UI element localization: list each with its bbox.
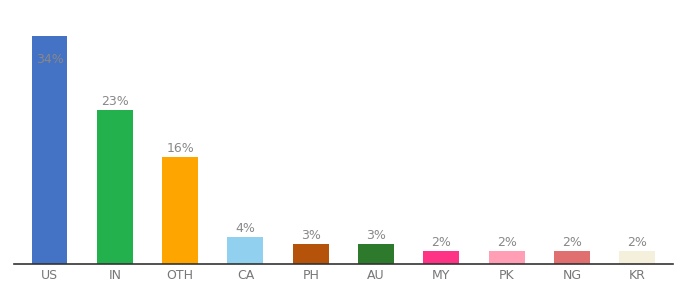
Bar (31, 36, 67, 264)
Text: 2%: 2% (496, 236, 517, 249)
Bar (554, 250, 590, 264)
Text: 34%: 34% (35, 52, 63, 66)
Text: 2%: 2% (562, 236, 582, 249)
Bar (162, 157, 198, 264)
Text: 4%: 4% (235, 222, 256, 235)
Text: 3%: 3% (301, 229, 321, 242)
Bar (619, 250, 656, 264)
Text: 23%: 23% (101, 94, 129, 108)
Bar (358, 244, 394, 264)
Text: 2%: 2% (431, 236, 452, 249)
Bar (97, 110, 133, 264)
Bar (424, 250, 459, 264)
Bar (293, 244, 328, 264)
Bar (489, 250, 525, 264)
Text: 16%: 16% (166, 142, 194, 154)
Bar (228, 237, 263, 264)
Text: 2%: 2% (628, 236, 647, 249)
Text: 3%: 3% (366, 229, 386, 242)
